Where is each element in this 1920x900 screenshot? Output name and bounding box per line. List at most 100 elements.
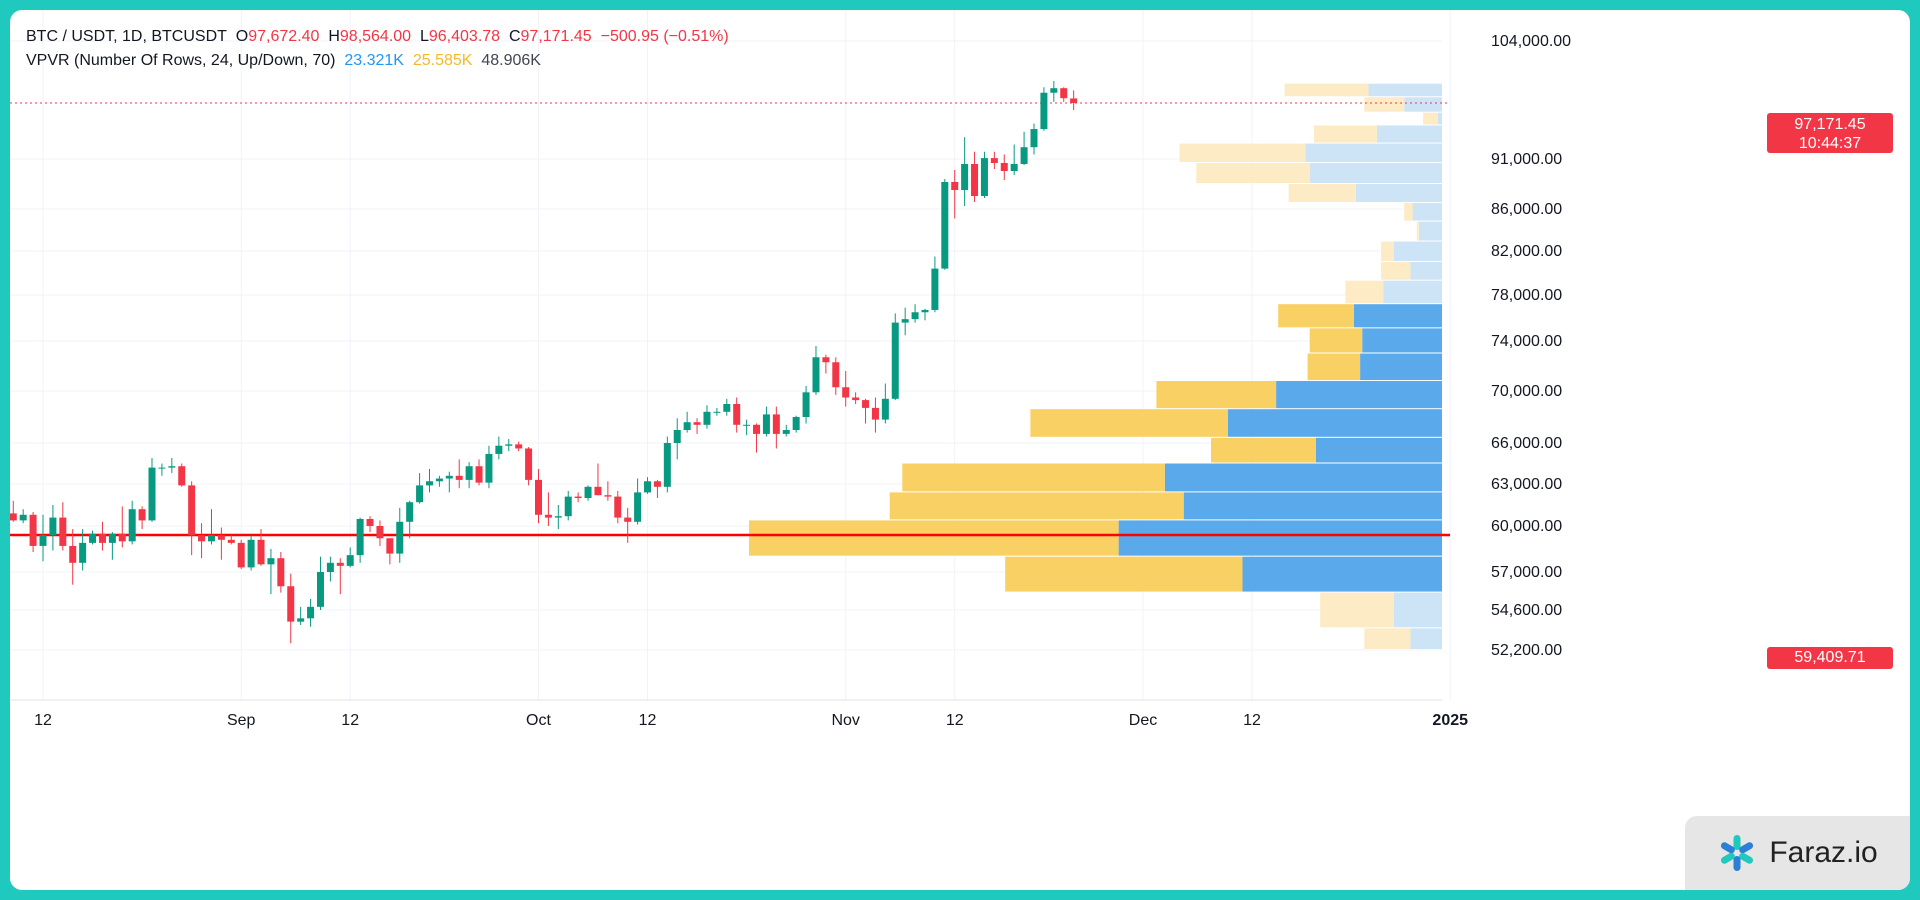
vp-up-bar — [1355, 184, 1442, 202]
candle — [307, 598, 315, 627]
candle — [1000, 154, 1008, 180]
candle — [416, 473, 424, 504]
indicator-legend[interactable]: VPVR (Number Of Rows, 24, Up/Down, 70) 2… — [26, 52, 541, 70]
candle-body — [356, 519, 364, 556]
candle-body — [495, 445, 503, 454]
candle — [772, 406, 780, 449]
candle-body — [951, 182, 959, 190]
candle — [39, 514, 47, 562]
candle — [168, 458, 176, 474]
candle-body — [941, 182, 949, 269]
candle-body — [346, 555, 354, 566]
candle-body — [376, 526, 384, 539]
candle-body — [812, 357, 820, 393]
candle-body — [782, 430, 790, 434]
vp-down-bar — [1005, 556, 1243, 592]
candle-body — [158, 467, 166, 469]
candle-body — [316, 572, 324, 607]
candle — [842, 371, 850, 407]
candle — [207, 509, 215, 545]
candle-body — [138, 509, 146, 521]
open-label: O — [235, 28, 249, 45]
candle — [316, 556, 324, 610]
candle-body — [842, 387, 850, 398]
chart-panel[interactable]: 104,000.00 91,000.00 86,000.00 82,000.00 78,… — [10, 10, 1910, 890]
candle-body — [1000, 163, 1008, 171]
watermark-text: Faraz.io — [1769, 836, 1878, 869]
vp-down-bar — [1364, 97, 1405, 112]
candle — [782, 424, 790, 437]
candle-body — [703, 411, 711, 425]
price-axis-label: 60,000.00 — [1491, 518, 1562, 535]
candle — [485, 445, 493, 489]
candle — [277, 552, 285, 593]
candle-body — [634, 492, 642, 522]
candle — [425, 468, 433, 493]
change-value: −500.95 (−0.51%) — [600, 28, 729, 45]
candle-body — [39, 535, 47, 546]
symbol-legend[interactable]: BTC / USDT, 1D, BTCUSDT O97,672.40 H98,5… — [26, 28, 729, 46]
candle — [108, 532, 116, 560]
candle-body — [435, 478, 443, 482]
candle-body — [277, 558, 285, 587]
candle — [29, 512, 37, 553]
vp-up-bar — [1360, 353, 1442, 380]
vp-down-bar — [749, 520, 1119, 556]
asterisk-logo-icon — [1721, 835, 1754, 871]
vp-up-bar — [1305, 143, 1442, 162]
candle — [455, 459, 463, 489]
vp-up-bar — [1353, 304, 1442, 328]
total-volume-value: 48.906K — [481, 52, 541, 69]
candle — [376, 520, 384, 546]
candle-body — [772, 414, 780, 434]
candle — [326, 556, 334, 582]
candle — [19, 509, 27, 524]
vp-down-bar — [1196, 163, 1310, 183]
candle-body — [594, 486, 602, 496]
candle — [871, 397, 879, 433]
candle-body — [535, 479, 542, 515]
candle — [69, 529, 77, 585]
candle — [980, 151, 988, 198]
candle-body — [971, 164, 979, 196]
time-axis[interactable]: 12 Sep 12 Oct 12 Nov 12 Dec 12 2025 — [34, 712, 1468, 729]
candle — [753, 423, 761, 453]
horizontal-line-layer[interactable] — [10, 102, 1450, 537]
candles — [10, 80, 1078, 644]
candle-body — [455, 475, 463, 480]
candle-body — [802, 392, 810, 417]
candle — [118, 506, 126, 548]
candle — [634, 478, 642, 525]
vp-up-bar — [1376, 125, 1442, 143]
vp-down-bar — [1381, 241, 1394, 261]
vp-down-bar — [1030, 409, 1228, 437]
candle-body — [29, 514, 37, 546]
candle — [673, 418, 681, 460]
chart-svg[interactable]: 104,000.00 91,000.00 86,000.00 82,000.00 78,… — [10, 10, 1910, 890]
price-axis[interactable]: 104,000.00 91,000.00 86,000.00 82,000.00 78,… — [1491, 33, 1571, 659]
candle — [217, 527, 225, 560]
candle — [89, 530, 97, 545]
candle — [901, 307, 909, 336]
candle — [445, 471, 453, 493]
candle-body — [723, 404, 731, 412]
candle — [1040, 87, 1048, 131]
high-value: 98,564.00 — [339, 28, 412, 45]
candle-body — [901, 319, 909, 323]
vp-down-bar — [1156, 381, 1277, 409]
candle — [148, 458, 156, 522]
candle — [227, 535, 235, 545]
candle — [644, 477, 652, 494]
grid-layer — [10, 10, 1451, 701]
candle — [435, 475, 443, 487]
candle-body — [693, 422, 701, 425]
vp-up-bar — [1412, 203, 1442, 221]
candle — [990, 151, 998, 169]
candle — [257, 529, 265, 566]
candle — [723, 398, 731, 416]
candle — [743, 419, 751, 436]
vp-down-bar — [1416, 221, 1419, 241]
vp-up-bar — [1316, 437, 1442, 463]
vp-up-bar — [1410, 262, 1442, 280]
vp-down-bar — [1179, 143, 1306, 162]
